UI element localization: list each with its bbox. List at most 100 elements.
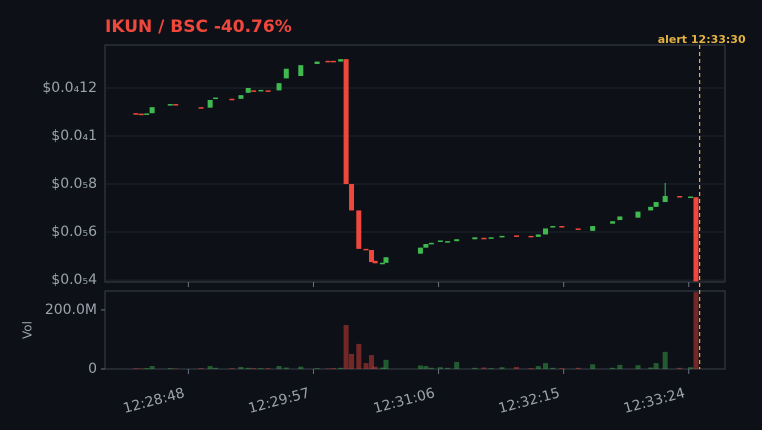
- candle-body: [276, 83, 282, 91]
- volume-bar: [590, 364, 596, 369]
- y-tick-label: $0.0₅6: [51, 224, 97, 240]
- candle-body: [445, 241, 451, 243]
- volume-bar: [314, 368, 320, 369]
- y-tick-label: $0.0₅4: [51, 272, 97, 288]
- candle-body: [550, 226, 556, 228]
- candle-body: [356, 210, 362, 249]
- candle-body: [472, 237, 478, 240]
- volume-bar: [693, 292, 699, 369]
- volume-bar: [238, 366, 244, 369]
- candle-body: [423, 244, 429, 248]
- volume-bar: [423, 366, 429, 369]
- volume-bar: [298, 366, 304, 369]
- candle-body: [488, 237, 494, 239]
- candle-body: [363, 248, 369, 251]
- volume-bar: [356, 343, 362, 369]
- candle-body: [149, 107, 155, 114]
- candle-body: [144, 113, 150, 115]
- volume-bar: [363, 363, 369, 369]
- candle-body: [617, 216, 623, 221]
- volume-bar: [550, 367, 556, 369]
- candle-body: [677, 196, 683, 198]
- candle-body: [693, 197, 699, 282]
- candle-body: [198, 107, 204, 109]
- candle-body: [610, 221, 616, 224]
- volume-bar: [338, 367, 344, 369]
- volume-bar: [417, 365, 423, 369]
- volume-bar: [428, 367, 434, 369]
- candle-body: [330, 60, 336, 63]
- candle-body: [543, 228, 549, 235]
- volume-bar: [251, 368, 257, 369]
- volume-bar: [258, 368, 264, 369]
- volume-bar: [283, 367, 289, 369]
- volume-axis-label: Vol: [21, 321, 35, 339]
- candle-body: [245, 87, 251, 93]
- volume-bar: [445, 367, 451, 369]
- candle-body: [207, 99, 213, 108]
- candle-body: [372, 260, 378, 264]
- candle-body: [251, 90, 257, 92]
- candle-body: [133, 113, 139, 115]
- volume-bar: [368, 355, 374, 369]
- volume-bar: [575, 367, 581, 369]
- volume-bar: [138, 368, 144, 369]
- y-tick-label: $0.0₅8: [51, 176, 97, 192]
- candle-body: [343, 59, 349, 185]
- candle-body: [428, 242, 434, 245]
- candle-body: [454, 239, 460, 242]
- candle-body: [481, 237, 487, 240]
- candle-body: [173, 104, 179, 106]
- candle-body: [379, 262, 385, 265]
- volume-bar: [653, 363, 659, 369]
- alert-label: alert 12:33:30: [658, 33, 746, 46]
- candle-body: [499, 235, 505, 238]
- volume-bar: [383, 359, 389, 369]
- volume-bar: [535, 366, 541, 369]
- y-tick-label: $0.0₄12: [42, 80, 97, 96]
- candle-body: [349, 184, 355, 211]
- volume-panel: [104, 290, 726, 370]
- volume-bar: [144, 368, 150, 369]
- candle-body: [325, 60, 331, 63]
- volume-bar: [688, 367, 694, 369]
- volume-bar: [265, 368, 271, 369]
- volume-bar: [662, 351, 668, 369]
- candle-body: [265, 90, 271, 92]
- volume-bar: [343, 324, 349, 369]
- candle-body: [213, 97, 219, 100]
- volume-bar: [499, 367, 505, 369]
- candle-body: [283, 68, 289, 79]
- volume-bar: [454, 361, 460, 369]
- candle-body: [635, 211, 641, 218]
- volume-bar: [437, 367, 443, 369]
- volume-bar: [379, 367, 385, 369]
- volume-bar: [648, 367, 654, 369]
- volume-bar: [472, 367, 478, 369]
- candle-body: [662, 196, 668, 203]
- candle-body: [138, 113, 144, 116]
- volume-bar: [617, 364, 623, 369]
- volume-bar: [167, 368, 173, 369]
- vol-tick-label: 0: [88, 361, 97, 377]
- volume-bar: [488, 368, 494, 369]
- price-panel: [104, 44, 726, 283]
- volume-bar: [198, 368, 204, 369]
- vol-tick-label: 200.0M: [45, 302, 97, 318]
- volume-bar: [213, 367, 219, 369]
- volume-bar: [330, 368, 336, 369]
- volume-bar: [372, 366, 378, 369]
- candle-body: [535, 234, 541, 237]
- volume-bar: [481, 367, 487, 369]
- candle-body: [338, 59, 344, 62]
- volume-bar: [610, 367, 616, 369]
- candle-body: [575, 228, 581, 230]
- volume-bar: [133, 368, 139, 369]
- volume-bar: [149, 366, 155, 369]
- volume-bar: [677, 367, 683, 369]
- candle-body: [383, 257, 389, 263]
- candle-body: [368, 250, 374, 263]
- volume-bar: [635, 365, 641, 369]
- volume-bar: [528, 368, 534, 369]
